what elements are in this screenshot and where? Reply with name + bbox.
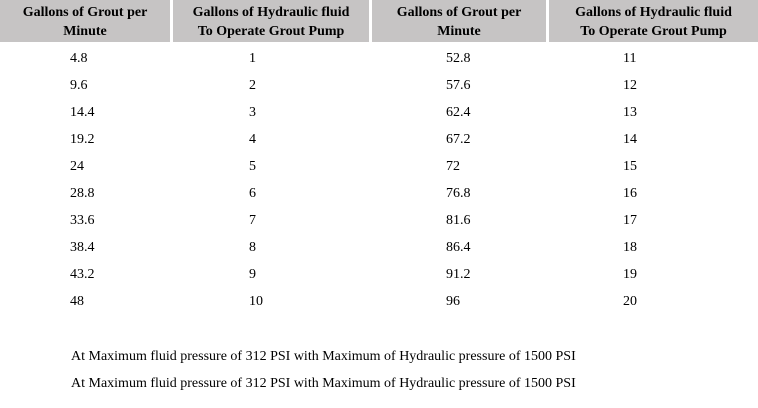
hydraulic-gallons-cell: 14 xyxy=(623,131,637,147)
grout-gpm-cell: 19.2 xyxy=(70,131,95,147)
grout-gpm-cell: 67.2 xyxy=(446,131,471,147)
header-line: Gallons of Hydraulic fluid xyxy=(575,4,732,20)
hydraulic-gallons-cell: 16 xyxy=(623,185,637,201)
grout-gpm-cell: 43.2 xyxy=(70,266,95,282)
header-grout-gpm-2: Gallons of Grout per Minute xyxy=(372,0,546,42)
table-row: 28.8 6 76.8 16 xyxy=(0,180,758,207)
grout-gpm-cell: 28.8 xyxy=(70,185,95,201)
pressure-note: At Maximum fluid pressure of 312 PSI wit… xyxy=(71,349,576,364)
grout-gpm-cell: 62.4 xyxy=(446,104,471,120)
pressure-notes: At Maximum fluid pressure of 312 PSI wit… xyxy=(71,343,576,397)
header-line: Minute xyxy=(437,23,481,39)
hydraulic-gallons-cell: 15 xyxy=(623,158,637,174)
table-row: 19.2 4 67.2 14 xyxy=(0,126,758,153)
hydraulic-gallons-cell: 2 xyxy=(249,77,256,93)
hydraulic-gallons-cell: 12 xyxy=(623,77,637,93)
table-header-row: Gallons of Grout per Minute Gallons of H… xyxy=(0,0,758,42)
header-hydraulic-gallons-2: Gallons of Hydraulic fluid To Operate Gr… xyxy=(549,0,758,42)
grout-gpm-cell: 96 xyxy=(446,293,460,309)
grout-gpm-cell: 9.6 xyxy=(70,77,88,93)
table-row: 24 5 72 15 xyxy=(0,153,758,180)
table-body: 4.8 1 52.8 11 9.6 2 57.6 12 14.4 3 62.4 … xyxy=(0,45,758,315)
table-row: 43.2 9 91.2 19 xyxy=(0,261,758,288)
hydraulic-gallons-cell: 11 xyxy=(623,50,637,66)
hydraulic-gallons-cell: 5 xyxy=(249,158,256,174)
header-hydraulic-gallons-1: Gallons of Hydraulic fluid To Operate Gr… xyxy=(173,0,369,42)
grout-gpm-cell: 76.8 xyxy=(446,185,471,201)
grout-gpm-cell: 81.6 xyxy=(446,212,471,228)
header-line: Gallons of Grout per xyxy=(22,4,148,20)
grout-gpm-cell: 48 xyxy=(70,293,84,309)
hydraulic-gallons-cell: 17 xyxy=(623,212,637,228)
table-row: 4.8 1 52.8 11 xyxy=(0,45,758,72)
hydraulic-gallons-cell: 19 xyxy=(623,266,637,282)
table-row: 14.4 3 62.4 13 xyxy=(0,99,758,126)
hydraulic-gallons-cell: 13 xyxy=(623,104,637,120)
pressure-note: At Maximum fluid pressure of 312 PSI wit… xyxy=(71,376,576,391)
hydraulic-gallons-cell: 8 xyxy=(249,239,256,255)
grout-gpm-cell: 91.2 xyxy=(446,266,471,282)
grout-gpm-cell: 14.4 xyxy=(70,104,95,120)
hydraulic-gallons-cell: 9 xyxy=(249,266,256,282)
header-line: To Operate Grout Pump xyxy=(580,23,727,39)
table-row: 33.6 7 81.6 17 xyxy=(0,207,758,234)
header-line: Minute xyxy=(63,23,107,39)
header-line: To Operate Grout Pump xyxy=(197,23,345,39)
hydraulic-gallons-cell: 1 xyxy=(249,50,256,66)
grout-gpm-cell: 57.6 xyxy=(446,77,471,93)
header-line: Gallons of Hydraulic fluid xyxy=(192,4,350,20)
table-row: 38.4 8 86.4 18 xyxy=(0,234,758,261)
grout-gpm-cell: 72 xyxy=(446,158,460,174)
grout-gpm-cell: 38.4 xyxy=(70,239,95,255)
table-row: 9.6 2 57.6 12 xyxy=(0,72,758,99)
grout-gpm-cell: 24 xyxy=(70,158,84,174)
grout-gpm-cell: 33.6 xyxy=(70,212,95,228)
hydraulic-gallons-cell: 10 xyxy=(249,293,263,309)
hydraulic-gallons-cell: 7 xyxy=(249,212,256,228)
grout-hydraulic-table: Gallons of Grout per Minute Gallons of H… xyxy=(0,0,758,42)
header-line: Gallons of Grout per xyxy=(396,4,522,20)
hydraulic-gallons-cell: 6 xyxy=(249,185,256,201)
table-row: 48 10 96 20 xyxy=(0,288,758,315)
hydraulic-gallons-cell: 20 xyxy=(623,293,637,309)
header-grout-gpm-1: Gallons of Grout per Minute xyxy=(0,0,170,42)
hydraulic-gallons-cell: 18 xyxy=(623,239,637,255)
grout-gpm-cell: 4.8 xyxy=(70,50,88,66)
grout-gpm-cell: 52.8 xyxy=(446,50,471,66)
hydraulic-gallons-cell: 3 xyxy=(249,104,256,120)
grout-gpm-cell: 86.4 xyxy=(446,239,471,255)
hydraulic-gallons-cell: 4 xyxy=(249,131,256,147)
